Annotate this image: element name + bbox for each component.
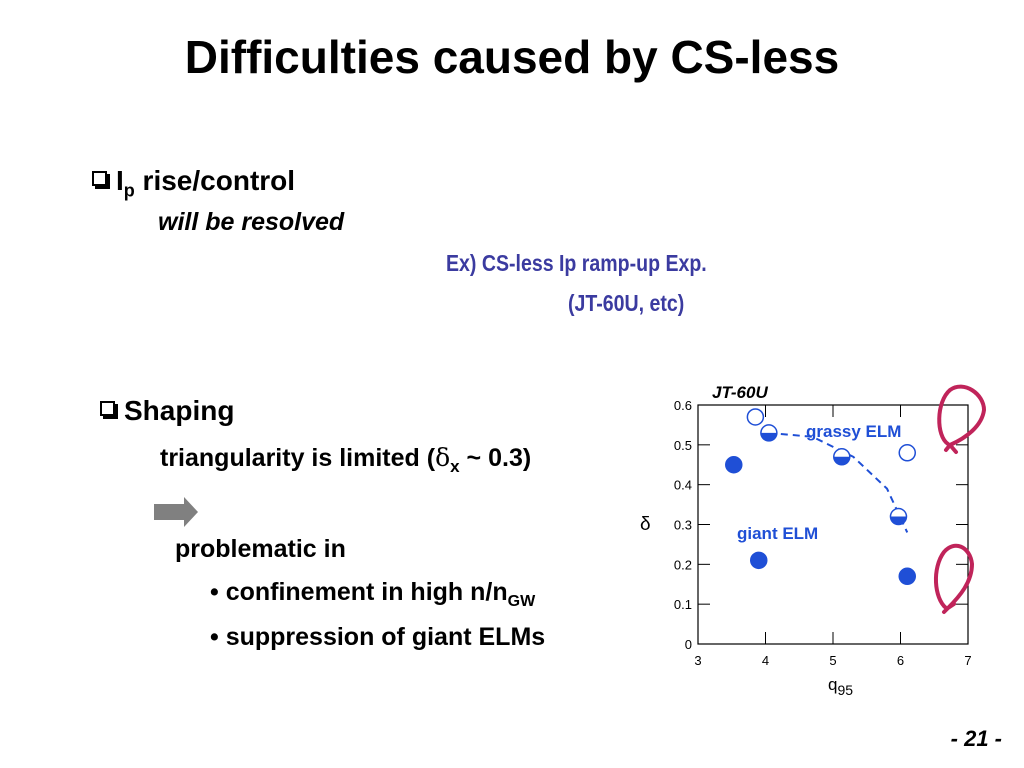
open-data-point xyxy=(898,444,916,462)
triangularity-text: triangularity is limited ( xyxy=(160,444,436,472)
ip-heading-rest: rise/control xyxy=(134,165,296,196)
delta-vs-q95-chart: 3 4 5 6 7 0 0.1 0.2 0.3 0.4 0.5 0.6 JT-60U q95 δ gr… xyxy=(640,383,987,698)
half-filled-data-point xyxy=(889,507,908,526)
grassy-elm-annotation: grassy ELM xyxy=(806,422,901,441)
filled-data-point xyxy=(725,456,743,474)
list-item-giant-elms: • suppression of giant ELMs xyxy=(210,623,546,651)
x-tick-label: 4 xyxy=(762,653,769,668)
problematic-label: problematic in xyxy=(175,535,346,563)
half-filled-data-point xyxy=(760,424,778,442)
checkbox-bullet-icon xyxy=(92,171,107,187)
filled-data-point xyxy=(750,551,768,570)
section-ip-rise: Ip rise/control xyxy=(92,165,295,202)
page-title: Difficulties caused by CS-less xyxy=(184,31,840,83)
open-data-point xyxy=(746,408,765,426)
half-point-fill xyxy=(760,432,777,441)
y-axis-label: δ xyxy=(640,514,651,535)
right-arrow-icon xyxy=(154,497,198,527)
x-tick-label: 7 xyxy=(964,653,971,668)
ip-heading-sub: p xyxy=(123,180,135,201)
chart-title: JT-60U xyxy=(712,383,768,402)
x-axis-label: q95 xyxy=(828,675,853,698)
x-tick-label: 5 xyxy=(829,653,836,668)
half-filled-data-point xyxy=(833,448,851,466)
confinement-sub: GW xyxy=(507,593,536,610)
example-line-2: (JT-60U, etc) xyxy=(568,290,685,316)
triangularity-value: 0.3) xyxy=(488,444,532,472)
y-tick-label: 0 xyxy=(685,637,692,652)
y-tick-label: 0.2 xyxy=(674,557,692,572)
confinement-text: • confinement in high n/n xyxy=(210,578,508,606)
delta-sub: x xyxy=(450,457,460,476)
checkbox-bullet-icon xyxy=(100,401,115,417)
x-tick-label: 6 xyxy=(897,653,904,668)
list-item-confinement: • confinement in high n/nGW xyxy=(210,578,535,611)
filled-data-point xyxy=(898,567,916,586)
ip-heading-main: I xyxy=(116,165,124,196)
y-tick-label: 0.3 xyxy=(674,518,692,533)
page-number: - 21 - xyxy=(950,726,1002,751)
giant-elm-annotation: giant ELM xyxy=(737,524,818,543)
section-shaping: Shaping xyxy=(100,395,234,427)
y-tick-label: 0.4 xyxy=(674,478,692,493)
hand-check-mark-top-icon xyxy=(937,384,987,454)
delta-symbol: δ xyxy=(435,443,451,472)
will-be-resolved-note: will be resolved xyxy=(158,208,345,236)
y-tick-label: 0.1 xyxy=(674,597,692,612)
hand-check-mark-bottom-icon xyxy=(933,543,975,614)
x-tick-label: 3 xyxy=(694,653,701,668)
y-tick-label: 0.5 xyxy=(674,438,692,453)
grassy-elm-trend-line xyxy=(768,431,909,533)
y-tick-label: 0.6 xyxy=(674,398,692,413)
triangularity-line: triangularity is limited (δx ~ 0.3) xyxy=(160,443,531,477)
half-point-fill xyxy=(833,456,850,465)
example-line-1: Ex) CS-less Ip ramp-up Exp. xyxy=(446,250,707,276)
tilde-symbol: ~ xyxy=(459,444,489,472)
shaping-heading: Shaping xyxy=(124,395,235,426)
half-point-fill xyxy=(890,516,907,525)
